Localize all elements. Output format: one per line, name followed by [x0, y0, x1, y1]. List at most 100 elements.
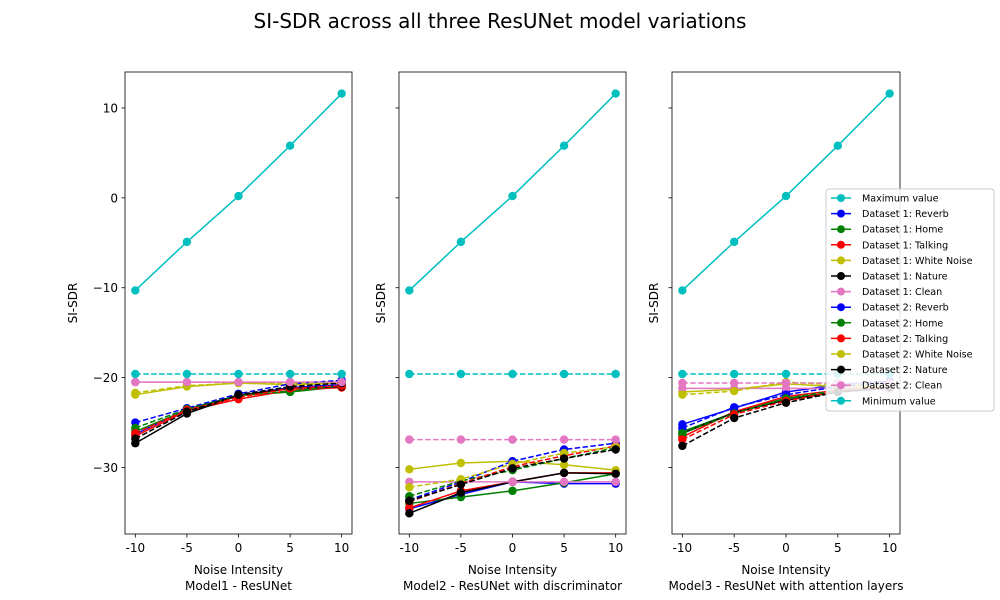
data-point: [678, 429, 687, 438]
series-minimum-value: [131, 369, 346, 379]
data-point: [456, 369, 466, 379]
panel-subtitle: Model1 - ResUNet: [185, 579, 292, 593]
data-point: [182, 377, 192, 387]
data-point: [611, 469, 620, 478]
x-tick-label: 0: [509, 541, 517, 555]
legend-marker: [837, 303, 845, 312]
data-point: [337, 89, 346, 98]
legend-item: Maximum value: [831, 194, 939, 205]
x-tick-label: 5: [560, 541, 568, 555]
y-tick-label: −30: [93, 461, 118, 475]
series-maximum-value: [405, 89, 620, 295]
data-point: [405, 369, 414, 379]
legend-label: Maximum value: [862, 194, 939, 205]
legend-label: Dataset 1: Nature: [862, 272, 948, 283]
data-point: [781, 398, 791, 407]
data-point: [678, 286, 687, 295]
data-point: [405, 483, 414, 492]
data-point: [781, 369, 791, 379]
data-point: [234, 369, 243, 379]
legend-item: Dataset 1: Reverb: [831, 209, 949, 220]
data-point: [729, 403, 739, 412]
data-point: [559, 460, 569, 469]
x-tick-label: -10: [126, 541, 146, 555]
x-tick-label: 10: [334, 541, 349, 555]
legend-item: Dataset 2: Nature: [831, 365, 948, 376]
data-point: [508, 435, 517, 444]
panel-subtitle: Model3 - ResUNet with attention layers: [669, 579, 904, 593]
legend-label: Dataset 1: Reverb: [862, 209, 949, 220]
legend-label: Dataset 1: Clean: [862, 287, 942, 298]
legend-label: Minimum value: [862, 396, 936, 407]
series-minimum-value: [405, 369, 620, 379]
legend-marker: [837, 225, 845, 234]
data-point: [729, 237, 739, 247]
legend-item: Dataset 1: Nature: [831, 272, 948, 283]
x-tick-label: 5: [286, 541, 294, 555]
data-point: [456, 458, 466, 468]
legend-marker: [837, 334, 845, 343]
data-point: [131, 369, 140, 379]
legend-label: Dataset 2: Nature: [862, 365, 948, 376]
x-tick-label: 5: [834, 541, 842, 555]
x-tick-label: 0: [235, 541, 243, 555]
legend-marker: [837, 350, 845, 358]
data-point: [285, 369, 295, 379]
series-dataset-2-clean: [131, 377, 346, 387]
legend-item: Dataset 1: White Noise: [831, 256, 973, 267]
legend-item: Minimum value: [831, 396, 936, 407]
data-point: [559, 477, 569, 487]
data-point: [559, 369, 569, 379]
data-point: [559, 468, 569, 478]
y-axis-label: SI-SDR: [66, 283, 80, 324]
data-point: [729, 378, 739, 388]
data-point: [456, 237, 466, 247]
data-point: [285, 377, 295, 387]
data-point: [508, 464, 517, 473]
data-point: [729, 386, 739, 396]
y-axis-label: SI-SDR: [647, 283, 661, 324]
series-line: [135, 384, 342, 429]
legend-item: Dataset 1: Home: [831, 225, 943, 236]
data-point: [405, 509, 414, 518]
data-point: [508, 191, 517, 201]
data-point: [131, 377, 140, 387]
x-tick-label: -5: [728, 541, 740, 555]
y-axis-label: SI-SDR: [374, 283, 388, 324]
legend-label: Dataset 2: Talking: [862, 334, 948, 345]
legend: Maximum value Dataset 1: Reverb Dataset 1:…: [825, 188, 995, 412]
data-point: [678, 441, 687, 451]
data-point: [781, 191, 791, 201]
data-point: [833, 141, 843, 150]
legend-marker: [837, 381, 845, 390]
data-point: [508, 486, 517, 496]
x-tick-label: 10: [882, 541, 897, 555]
data-point: [405, 435, 414, 444]
data-point: [405, 465, 414, 474]
data-point: [611, 89, 620, 98]
legend-label: Dataset 1: Home: [862, 225, 943, 236]
data-point: [234, 390, 243, 399]
x-axis-label: Noise Intensity: [741, 563, 830, 577]
legend-marker: [837, 194, 845, 202]
data-point: [234, 377, 243, 387]
data-point: [611, 477, 620, 487]
data-point: [405, 286, 414, 295]
legend-box: [825, 188, 995, 412]
series-dataset-2-clean: [405, 435, 620, 444]
data-point: [559, 454, 569, 463]
legend-label: Dataset 1: White Noise: [862, 256, 973, 267]
legend-marker: [837, 365, 845, 374]
data-point: [182, 369, 192, 379]
x-tick-label: -10: [673, 541, 693, 555]
data-point: [729, 369, 739, 379]
legend-marker: [837, 209, 845, 218]
panel-model2: -10 -5 0 5 10 Noise Intensity Model2 - ResUNet…: [374, 71, 627, 593]
data-point: [182, 407, 192, 416]
legend-label: Dataset 2: Home: [862, 318, 943, 329]
legend-marker: [837, 318, 845, 327]
series-maximum-value: [131, 89, 346, 295]
legend-label: Dataset 2: Reverb: [862, 303, 949, 314]
data-point: [405, 496, 414, 505]
data-point: [611, 445, 620, 454]
